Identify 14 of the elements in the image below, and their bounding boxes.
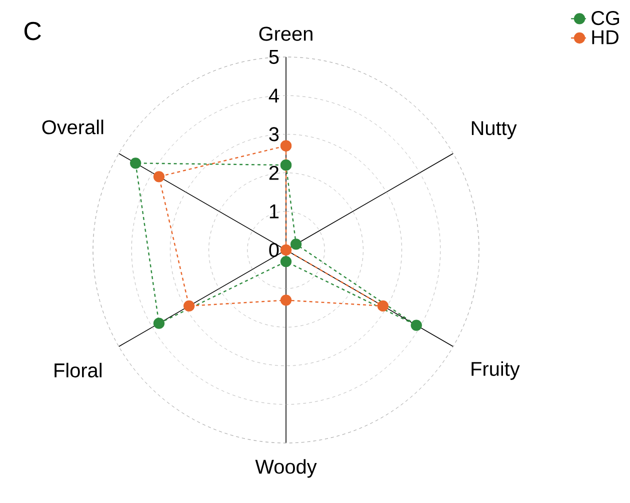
- legend-label: HD: [592, 30, 618, 44]
- y-tick-label: 3: [269, 127, 279, 142]
- spoke-label: Woody: [255, 459, 317, 478]
- y-tick-label: 4: [268, 88, 279, 102]
- spoke-label: Overall: [42, 120, 104, 134]
- spoke-label: Floral: [54, 362, 102, 378]
- spoke-label: Fruity: [472, 361, 520, 380]
- y-tick-label: 5: [269, 50, 279, 64]
- spoke-label: Green: [259, 26, 312, 41]
- chart-title: C: [24, 22, 41, 40]
- legend-label: CG: [592, 11, 620, 26]
- y-tick-label: 2: [269, 166, 278, 180]
- y-tick-label: 1: [270, 204, 279, 218]
- spoke-label: Nutty: [472, 121, 517, 140]
